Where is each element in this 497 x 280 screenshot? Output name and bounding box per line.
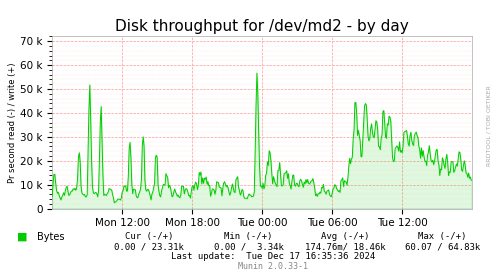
Text: Cur (-/+): Cur (-/+) xyxy=(125,232,173,241)
Text: Max (-/+): Max (-/+) xyxy=(418,232,467,241)
Text: Min (-/+): Min (-/+) xyxy=(224,232,273,241)
Text: Bytes: Bytes xyxy=(37,232,65,242)
Text: Munin 2.0.33-1: Munin 2.0.33-1 xyxy=(239,262,308,271)
Title: Disk throughput for /dev/md2 - by day: Disk throughput for /dev/md2 - by day xyxy=(115,19,409,34)
Text: 60.07 / 64.83k: 60.07 / 64.83k xyxy=(405,242,480,251)
Text: 0.00 /  3.34k: 0.00 / 3.34k xyxy=(214,242,283,251)
Text: RRDTOOL / TOBI OETIKER: RRDTOOL / TOBI OETIKER xyxy=(486,86,491,166)
Text: Last update:  Tue Dec 17 16:35:36 2024: Last update: Tue Dec 17 16:35:36 2024 xyxy=(171,252,375,261)
Text: ■: ■ xyxy=(17,232,28,242)
Text: Avg (-/+): Avg (-/+) xyxy=(321,232,370,241)
Y-axis label: Pr second read (-) / write (+): Pr second read (-) / write (+) xyxy=(8,62,17,183)
Text: 0.00 / 23.31k: 0.00 / 23.31k xyxy=(114,242,184,251)
Text: 174.76m/ 18.46k: 174.76m/ 18.46k xyxy=(305,242,386,251)
